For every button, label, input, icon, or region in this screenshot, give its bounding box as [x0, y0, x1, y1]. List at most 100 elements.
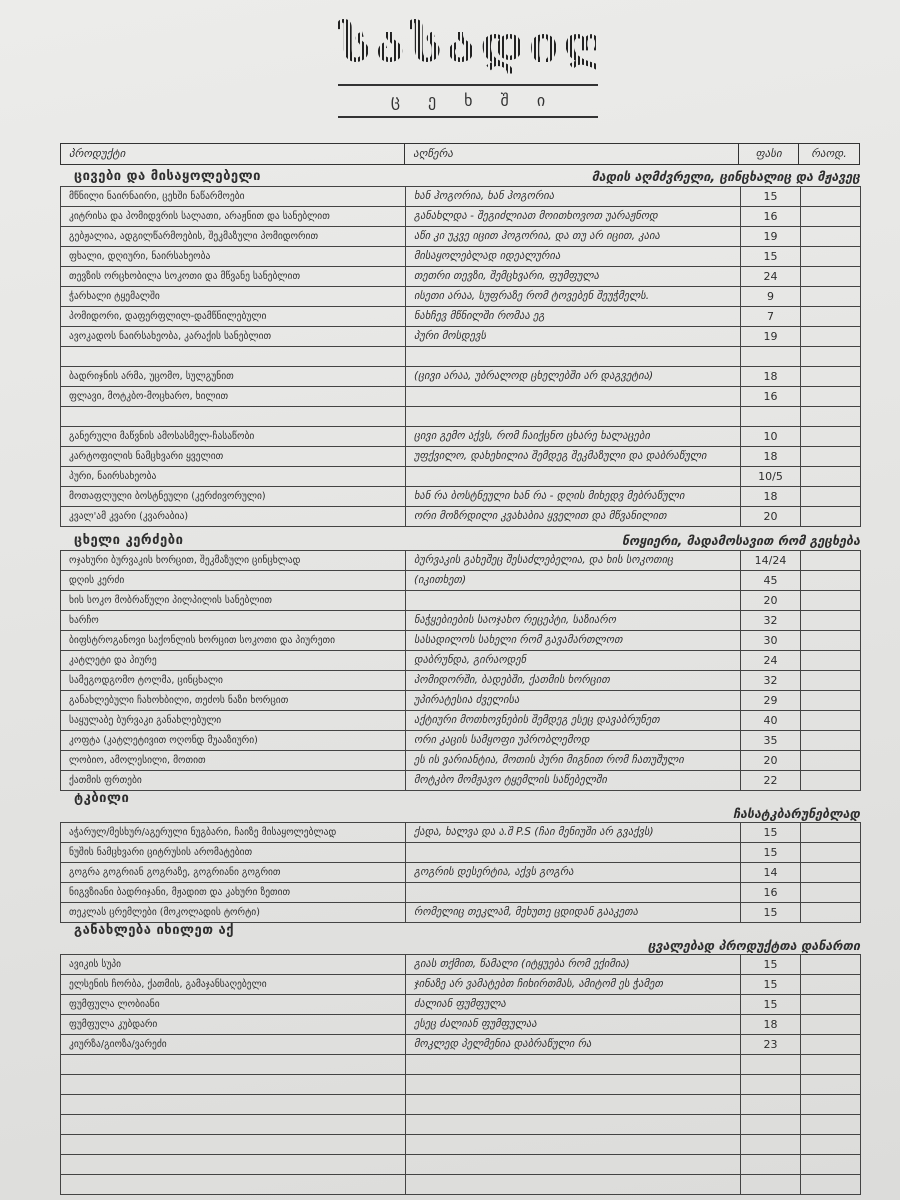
item-description: განახლდა - შეგიძლიათ მოითხოვოთ უარაჟნოდ [405, 206, 741, 227]
item-quantity-cell[interactable] [800, 842, 861, 863]
item-description: ბურვაკის გახეშეც შესაძლებელია, და ხის სო… [405, 550, 741, 571]
item-quantity-cell[interactable] [800, 822, 861, 843]
table-row: გებჟალია, ადგილწარმოების, შეკმაზული პომი… [60, 226, 861, 247]
item-price: 15 [740, 974, 801, 995]
table-row: განახლებული ჩახოხბილი, თეძოს ნაზი ხორცით… [60, 690, 861, 711]
item-name: ქათმის ფრთები [60, 770, 406, 791]
item-quantity-cell[interactable] [800, 1154, 861, 1175]
item-quantity-cell[interactable] [800, 186, 861, 207]
table-row: პური, ნაირსახეობა 10/5 [60, 466, 861, 487]
item-quantity-cell[interactable] [800, 1174, 861, 1195]
menu-section: ცივები და მისაყოლებელი მადის აღმძვრელი, ც… [60, 168, 861, 527]
item-quantity-cell[interactable] [800, 670, 861, 691]
table-row [60, 1114, 861, 1135]
section-title: ტკბილი [74, 791, 130, 806]
item-price: 14 [740, 862, 801, 883]
item-description: მოტკბო მომჟავო ტყემლის საწებელში [405, 770, 741, 791]
table-row: ფხალი, დღიური, ნაირსახეობა მისაყოლებლად … [60, 246, 861, 267]
item-name: ფუმფულა კუბდარი [60, 1014, 406, 1035]
item-price [740, 346, 801, 367]
item-quantity-cell[interactable] [800, 770, 861, 791]
item-price: 35 [740, 730, 801, 751]
item-price [740, 1054, 801, 1075]
item-price: 32 [740, 610, 801, 631]
menu-table: ოჯახური ბურვაკის ხორცით, შეკმაზული ცინცხ… [60, 550, 861, 791]
item-description: რომელიც თეკლამ, მეხუთე ცდიდან გააკეთა [405, 902, 741, 923]
item-description [405, 1054, 741, 1075]
item-price: 29 [740, 690, 801, 711]
item-price: 32 [740, 670, 801, 691]
item-quantity-cell[interactable] [800, 974, 861, 995]
item-quantity-cell[interactable] [800, 650, 861, 671]
item-quantity-cell[interactable] [800, 730, 861, 751]
table-row: კიტრისა და პომიდვრის სალათი, არაჟნით და … [60, 206, 861, 227]
item-quantity-cell[interactable] [800, 426, 861, 447]
item-quantity-cell[interactable] [800, 346, 861, 367]
table-row [60, 1074, 861, 1095]
header-description: აღწერა [405, 144, 740, 164]
item-quantity-cell[interactable] [800, 1034, 861, 1055]
table-row [60, 1154, 861, 1175]
item-quantity-cell[interactable] [800, 1054, 861, 1075]
item-quantity-cell[interactable] [800, 750, 861, 771]
item-quantity-cell[interactable] [800, 610, 861, 631]
item-description: ესეც ძალიან ფუმფულაა [405, 1014, 741, 1035]
item-name: დღის კერძი [60, 570, 406, 591]
item-description [405, 590, 741, 611]
item-quantity-cell[interactable] [800, 406, 861, 427]
item-price: 18 [740, 366, 801, 387]
item-price: 24 [740, 650, 801, 671]
item-description [405, 842, 741, 863]
item-quantity-cell[interactable] [800, 206, 861, 227]
header-price: ფასი [739, 144, 800, 164]
item-quantity-cell[interactable] [800, 226, 861, 247]
item-quantity-cell[interactable] [800, 386, 861, 407]
item-quantity-cell[interactable] [800, 506, 861, 527]
item-name: ნუშის ნამცხვარი ციტრუსის არომატებით [60, 842, 406, 863]
item-name: კარტოფილის ნამცხვარი ყველით [60, 446, 406, 467]
item-description [405, 1074, 741, 1095]
table-row: საყულაბე ბურვაკი განახლებული აქტიური მოთ… [60, 710, 861, 731]
item-description: პური მოსდევს [405, 326, 741, 347]
item-quantity-cell[interactable] [800, 486, 861, 507]
table-row: ბიფსტროგანოვი საქონლის ხორცით სოკოთი და … [60, 630, 861, 651]
item-quantity-cell[interactable] [800, 306, 861, 327]
item-description [405, 882, 741, 903]
item-price: 23 [740, 1034, 801, 1055]
item-quantity-cell[interactable] [800, 1074, 861, 1095]
table-row: ჭარხალი ტყემალში ისეთი არაა, სუფრაზე რომ… [60, 286, 861, 307]
item-quantity-cell[interactable] [800, 286, 861, 307]
item-quantity-cell[interactable] [800, 902, 861, 923]
item-quantity-cell[interactable] [800, 994, 861, 1015]
item-quantity-cell[interactable] [800, 710, 861, 731]
item-quantity-cell[interactable] [800, 1134, 861, 1155]
item-description: ჯინაზე არ ვამატებთ ჩიხირთმას, ამიტომ ეს … [405, 974, 741, 995]
item-price: 18 [740, 486, 801, 507]
logo-divider [338, 116, 598, 118]
item-quantity-cell[interactable] [800, 246, 861, 267]
item-quantity-cell[interactable] [800, 954, 861, 975]
item-quantity-cell[interactable] [800, 446, 861, 467]
item-quantity-cell[interactable] [800, 882, 861, 903]
item-quantity-cell[interactable] [800, 570, 861, 591]
item-quantity-cell[interactable] [800, 366, 861, 387]
menu-table: ავიკის სუპი გიას თქმით, წამალი (იტყუება … [60, 954, 861, 1195]
item-name [60, 1094, 406, 1115]
item-quantity-cell[interactable] [800, 690, 861, 711]
table-row: ოჯახური ბურვაკის ხორცით, შეკმაზული ცინცხ… [60, 550, 861, 571]
item-price: 40 [740, 710, 801, 731]
item-quantity-cell[interactable] [800, 266, 861, 287]
item-quantity-cell[interactable] [800, 1114, 861, 1135]
item-quantity-cell[interactable] [800, 1094, 861, 1115]
item-quantity-cell[interactable] [800, 550, 861, 571]
item-quantity-cell[interactable] [800, 1014, 861, 1035]
table-row: კარტოფილის ნამცხვარი ყველით უფქვილო, დახ… [60, 446, 861, 467]
item-quantity-cell[interactable] [800, 326, 861, 347]
item-quantity-cell[interactable] [800, 630, 861, 651]
item-quantity-cell[interactable] [800, 466, 861, 487]
item-quantity-cell[interactable] [800, 862, 861, 883]
item-name: პური, ნაირსახეობა [60, 466, 406, 487]
item-quantity-cell[interactable] [800, 590, 861, 611]
table-row: თევზის ორცხობილა სოკოთი და მწვანე სანებლ… [60, 266, 861, 287]
item-price [740, 1174, 801, 1195]
